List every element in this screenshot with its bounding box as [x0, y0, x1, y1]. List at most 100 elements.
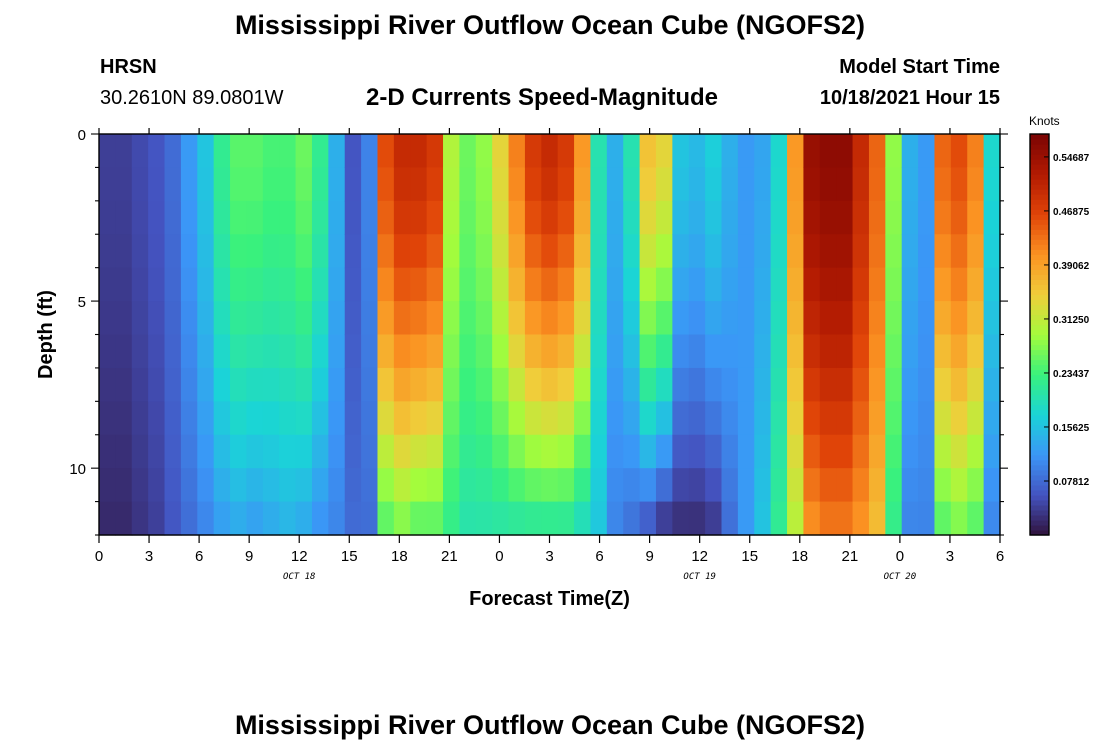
heatmap-cell: [295, 334, 313, 369]
heatmap-cell: [803, 501, 821, 536]
heatmap-cell: [475, 501, 493, 536]
heatmap-cell: [230, 267, 248, 302]
colorbar-segment: [1030, 264, 1049, 270]
x-tick-label: 0: [495, 548, 503, 565]
heatmap-cell: [705, 367, 723, 402]
heatmap-cell: [262, 167, 280, 202]
heatmap-cell: [639, 468, 657, 503]
heatmap-cell: [770, 301, 788, 336]
heatmap-cell: [524, 167, 542, 202]
colorbar-segment: [1030, 394, 1049, 401]
colorbar-segment: [1030, 514, 1049, 521]
heatmap-cell: [180, 468, 198, 503]
colorbar-segment: [1030, 449, 1049, 456]
heatmap-cell: [836, 234, 854, 269]
heatmap-cell: [574, 401, 592, 436]
heatmap-cell: [590, 134, 608, 169]
heatmap-cell: [164, 501, 182, 536]
heatmap-cell: [475, 401, 493, 436]
heatmap-cell: [311, 434, 329, 469]
heatmap-cell: [574, 468, 592, 503]
heatmap-cell: [344, 200, 362, 235]
heatmap-cell: [885, 434, 903, 469]
heatmap-cell: [754, 468, 772, 503]
heatmap-cell: [295, 301, 313, 336]
heatmap-cell: [311, 334, 329, 369]
x-tick-label: 0: [95, 548, 103, 565]
heatmap-cell: [918, 301, 936, 336]
heatmap-cell: [852, 401, 870, 436]
heatmap-cell: [967, 434, 985, 469]
heatmap-cell: [393, 501, 411, 536]
heatmap-cell: [213, 401, 231, 436]
heatmap-cell: [344, 301, 362, 336]
heatmap-cell: [737, 301, 755, 336]
heatmap-cell: [754, 401, 772, 436]
heatmap-cell: [361, 401, 379, 436]
heatmap-cell: [655, 501, 673, 536]
colorbar-segment: [1030, 479, 1049, 486]
heatmap-cell: [377, 367, 395, 402]
heatmap-cell: [950, 134, 968, 169]
heatmap-cell: [918, 434, 936, 469]
heatmap-cell: [672, 234, 690, 269]
heatmap-cell: [557, 134, 575, 169]
heatmap-cell: [606, 367, 624, 402]
heatmap-cell: [852, 367, 870, 402]
x-tick-label: 15: [741, 548, 758, 565]
heatmap-cell: [541, 267, 559, 302]
heatmap-cell: [868, 334, 886, 369]
heatmap-cell: [328, 301, 346, 336]
heatmap-cell: [655, 367, 673, 402]
heatmap-cell: [279, 134, 297, 169]
heatmap-cell: [361, 334, 379, 369]
heatmap-cell: [868, 134, 886, 169]
colorbar-segment: [1030, 169, 1049, 175]
heatmap-cell: [443, 434, 460, 469]
heatmap-cell: [787, 367, 805, 402]
heatmap-cell: [967, 501, 985, 536]
heatmap-cell: [770, 434, 788, 469]
heatmap-cell: [311, 301, 329, 336]
heatmap-cell: [180, 367, 198, 402]
heatmap-cell: [918, 334, 936, 369]
heatmap-cell: [328, 234, 346, 269]
heatmap-cell: [885, 468, 903, 503]
heatmap-cell: [344, 501, 362, 536]
heatmap-cell: [328, 334, 346, 369]
heatmap-cell: [819, 434, 837, 469]
heatmap-cell: [377, 401, 395, 436]
heatmap-cell: [672, 267, 690, 302]
heatmap-cell: [115, 167, 133, 202]
heatmap-cell: [164, 234, 182, 269]
heatmap-cell: [721, 401, 739, 436]
heatmap-cell: [164, 301, 182, 336]
heatmap-cell: [737, 167, 755, 202]
colorbar-segment: [1030, 409, 1049, 416]
heatmap-cell: [410, 501, 428, 536]
heatmap-cell: [393, 234, 411, 269]
heatmap-cell: [672, 301, 690, 336]
heatmap-cell: [705, 334, 723, 369]
heatmap-cell: [655, 301, 673, 336]
x-tick-label: 21: [841, 548, 858, 565]
colorbar-segment: [1030, 179, 1049, 185]
page-title: Mississippi River Outflow Ocean Cube (NG…: [234, 10, 866, 40]
heatmap-cell: [230, 501, 248, 536]
colorbar-segment: [1030, 459, 1049, 466]
heatmap-cell: [967, 134, 985, 169]
heatmap-cell: [246, 367, 264, 402]
y-tick-label: 10: [69, 461, 86, 478]
heatmap-cell: [459, 134, 477, 169]
heatmap-cell: [819, 501, 837, 536]
heatmap-cell: [279, 234, 297, 269]
heatmap-cell: [590, 267, 608, 302]
heatmap-cell: [705, 468, 723, 503]
heatmap-cell: [328, 200, 346, 235]
heatmap-cell: [852, 167, 870, 202]
heatmap-cell: [295, 501, 313, 536]
heatmap-cell: [99, 234, 116, 269]
heatmap-cell: [541, 167, 559, 202]
heatmap-cell: [197, 468, 215, 503]
heatmap-cell: [541, 401, 559, 436]
